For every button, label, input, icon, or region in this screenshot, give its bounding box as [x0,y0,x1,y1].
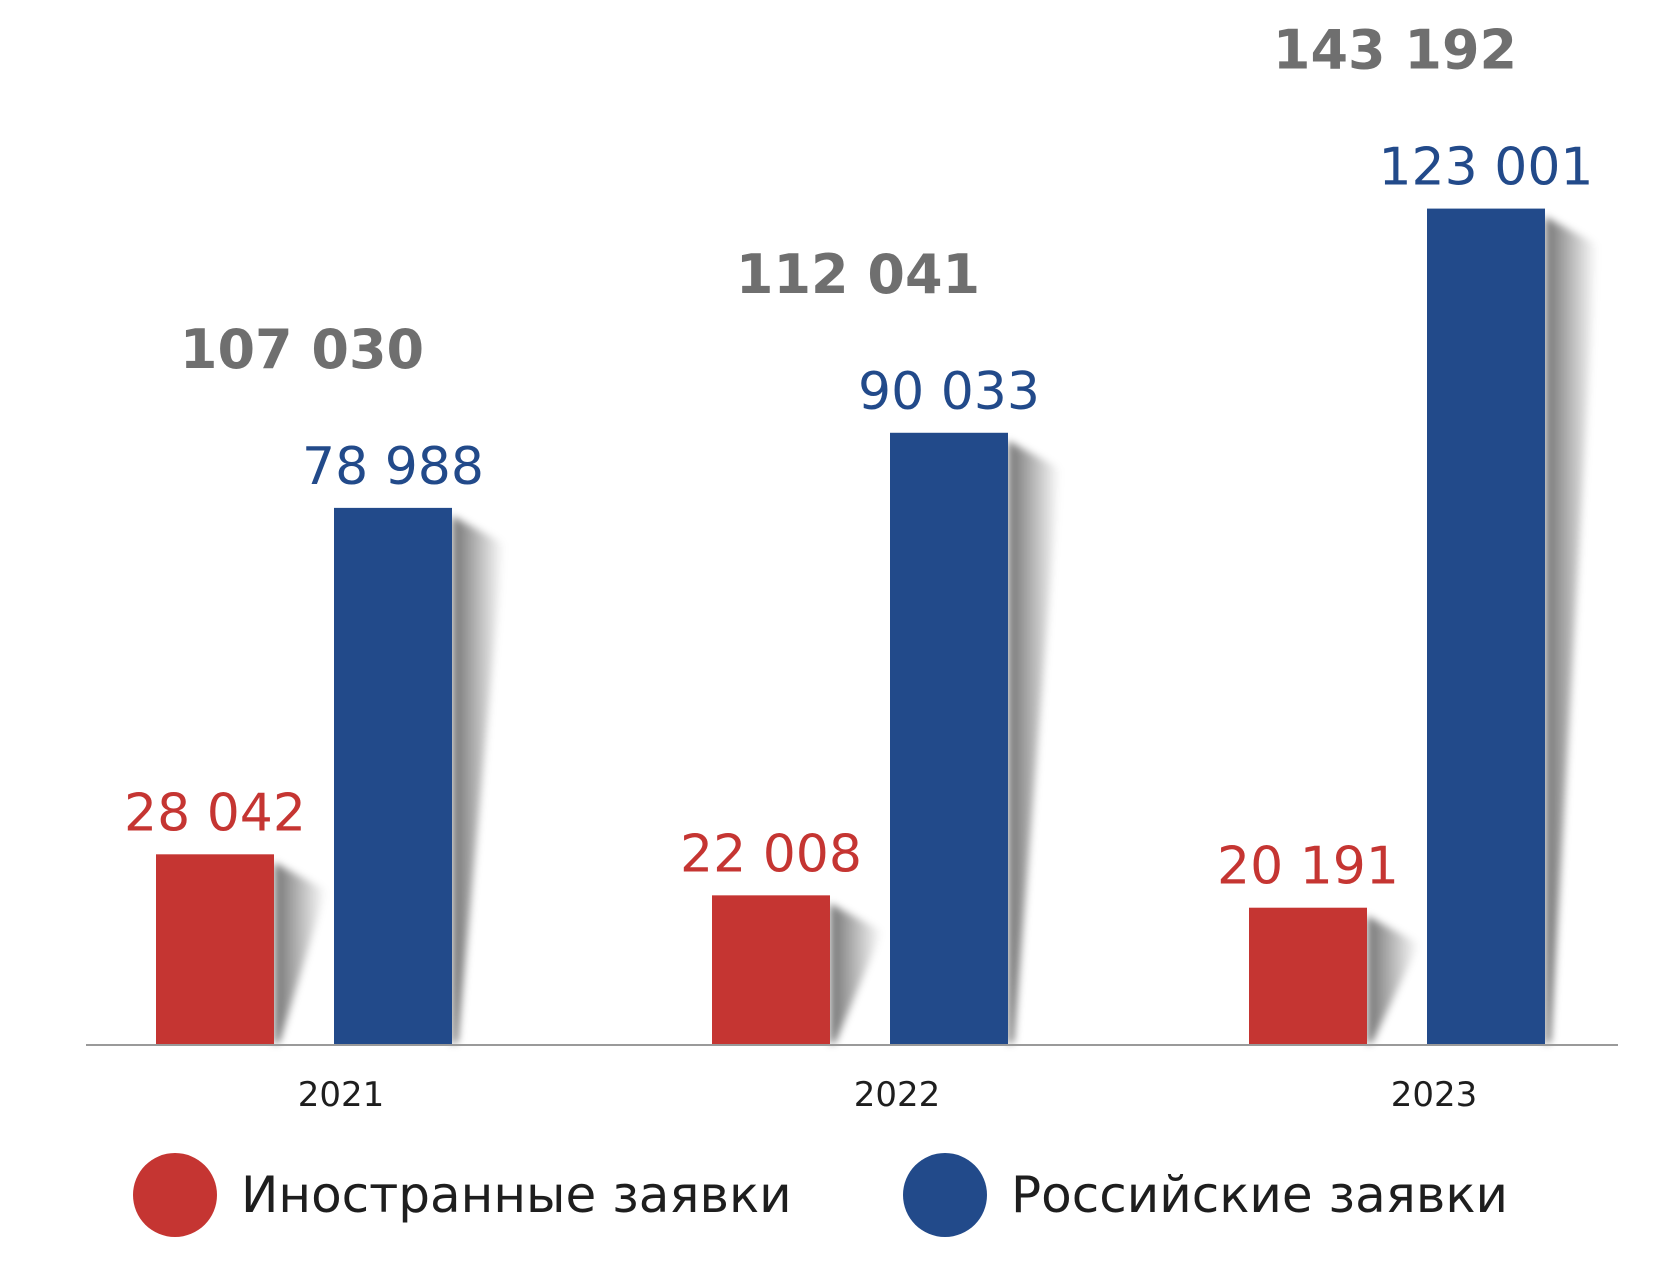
bars [156,208,1545,1045]
legend-label-russian: Российские заявки [1011,1166,1509,1224]
bar-russian-2023 [1427,208,1545,1045]
bar-foreign-2021 [156,854,274,1045]
value-label-foreign-2021: 28 042 [124,783,306,843]
tick-label-2021: 2021 [298,1075,385,1115]
total-label-2023: 143 192 [1273,19,1517,82]
legend-swatch-foreign [133,1153,217,1237]
bar-shadow-russian-2023 [1545,216,1597,1045]
x-axis-tick-labels: 2021 2022 2023 [298,1075,1478,1115]
total-label-2021: 107 030 [180,318,424,381]
bar-shadow-foreign-2023 [1367,915,1419,1045]
legend-item-foreign: Иностранные заявки [133,1150,792,1240]
bar-foreign-2023 [1249,907,1367,1045]
value-label-foreign-2023: 20 191 [1217,837,1399,897]
legend-swatch-russian [903,1153,987,1237]
tick-label-2022: 2022 [854,1075,941,1115]
bar-russian-2021 [334,507,452,1045]
bar-shadows [274,216,1597,1045]
value-label-russian-2021: 78 988 [302,437,484,497]
bar-value-labels: 28 042 78 988 107 030 22 008 90 033 112 041 20… [124,19,1594,897]
value-label-russian-2022: 90 033 [858,362,1040,422]
bar-foreign-2022 [712,895,830,1045]
bar-shadow-foreign-2022 [830,903,882,1045]
tick-label-2023: 2023 [1391,1075,1478,1115]
bar-shadow-russian-2022 [1008,440,1060,1045]
value-label-foreign-2022: 22 008 [680,824,862,884]
legend-label-foreign: Иностранные заявки [241,1166,792,1224]
bar-shadow-foreign-2021 [274,862,326,1045]
value-label-russian-2023: 123 001 [1378,138,1593,198]
bar-shadow-russian-2021 [452,515,504,1045]
total-label-2022: 112 041 [736,243,980,306]
legend-item-russian: Российские заявки [903,1150,1508,1240]
bar-russian-2022 [890,432,1008,1045]
